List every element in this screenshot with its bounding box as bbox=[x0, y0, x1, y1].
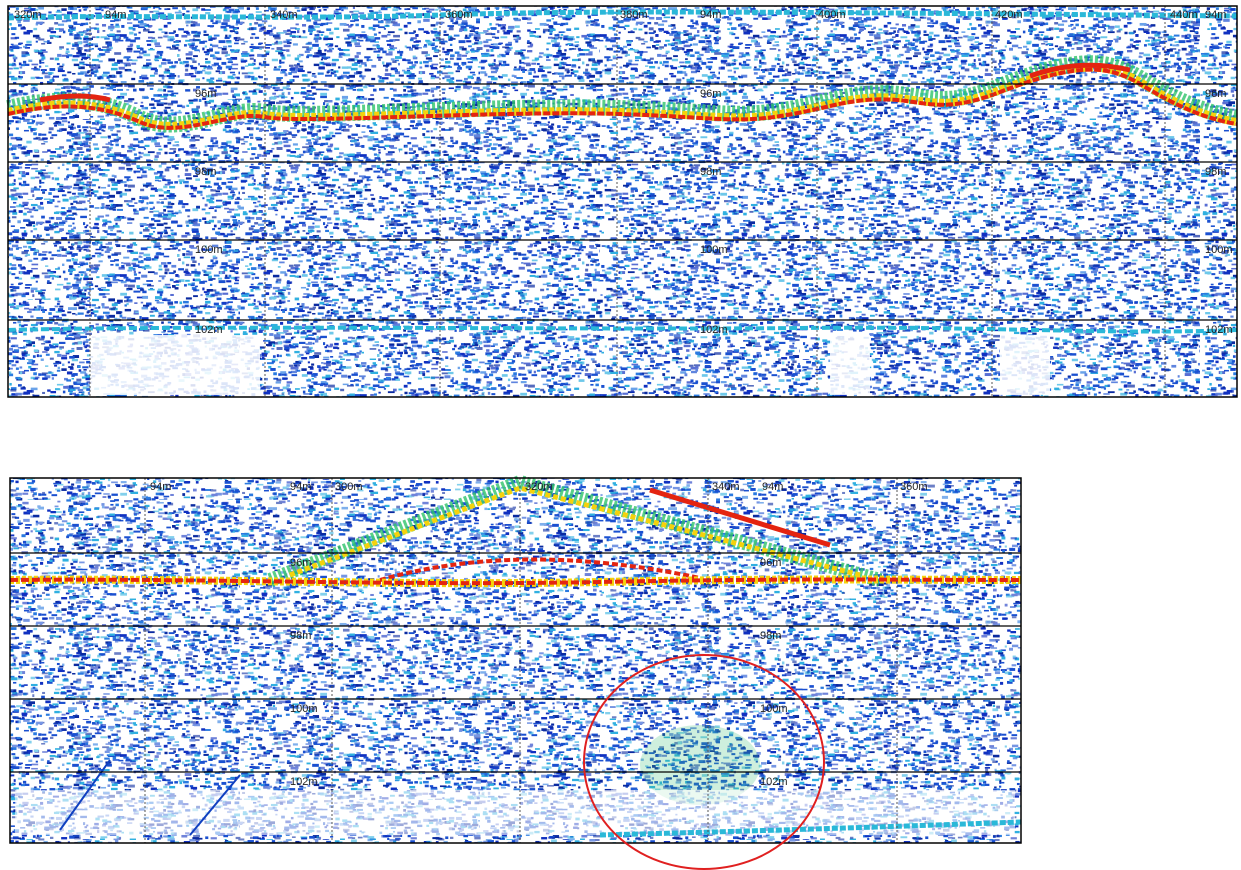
depth-label: 96m bbox=[700, 88, 721, 100]
distance-label: 320m bbox=[14, 9, 42, 21]
depth-label: 100m bbox=[290, 703, 318, 715]
distance-label: 440m bbox=[1170, 9, 1198, 21]
depth-label: 96m bbox=[1205, 88, 1226, 100]
depth-label: 100m bbox=[760, 703, 788, 715]
depth-label: 102m bbox=[760, 776, 788, 788]
distance-label: 94m bbox=[290, 481, 311, 493]
depth-label: 96m bbox=[760, 557, 781, 569]
depth-label: 98m bbox=[290, 630, 311, 642]
distance-label: 340m bbox=[270, 9, 298, 21]
distance-label: 94m bbox=[150, 481, 171, 493]
depth-label: 98m bbox=[760, 630, 781, 642]
depth-label: 102m bbox=[195, 324, 223, 336]
depth-label: 96m bbox=[195, 88, 216, 100]
depth-label: 98m bbox=[1205, 166, 1226, 178]
depth-label: 98m bbox=[195, 166, 216, 178]
depth-label: 102m bbox=[1205, 324, 1233, 336]
depth-label: 100m bbox=[700, 244, 728, 256]
distance-label: 94m bbox=[1205, 9, 1226, 21]
depth-label: 100m bbox=[195, 244, 223, 256]
depth-label: 102m bbox=[700, 324, 728, 336]
echogram-screenshot: 320m 94m 340m 360m 380m 94m 400m 420m 440m 94m 96m… bbox=[0, 0, 1241, 870]
depth-label: 98m bbox=[700, 166, 721, 178]
distance-label: 320m bbox=[525, 481, 553, 493]
distance-label: 420m bbox=[995, 9, 1023, 21]
distance-label: 360m bbox=[900, 481, 928, 493]
distance-label: 94m bbox=[762, 481, 783, 493]
distance-label: 360m bbox=[445, 9, 473, 21]
depth-label: 100m bbox=[1205, 244, 1233, 256]
depth-label: 102m bbox=[290, 776, 318, 788]
echogram-panel bbox=[10, 478, 1021, 843]
distance-label: 94m bbox=[700, 9, 721, 21]
distance-label: 340m bbox=[712, 481, 740, 493]
distance-label: 400m bbox=[818, 9, 846, 21]
distance-label: 300m bbox=[335, 481, 363, 493]
distance-label: 380m bbox=[620, 9, 648, 21]
echogram-panel bbox=[8, 6, 1237, 397]
depth-label: 96m bbox=[290, 557, 311, 569]
distance-label: 94m bbox=[105, 9, 126, 21]
